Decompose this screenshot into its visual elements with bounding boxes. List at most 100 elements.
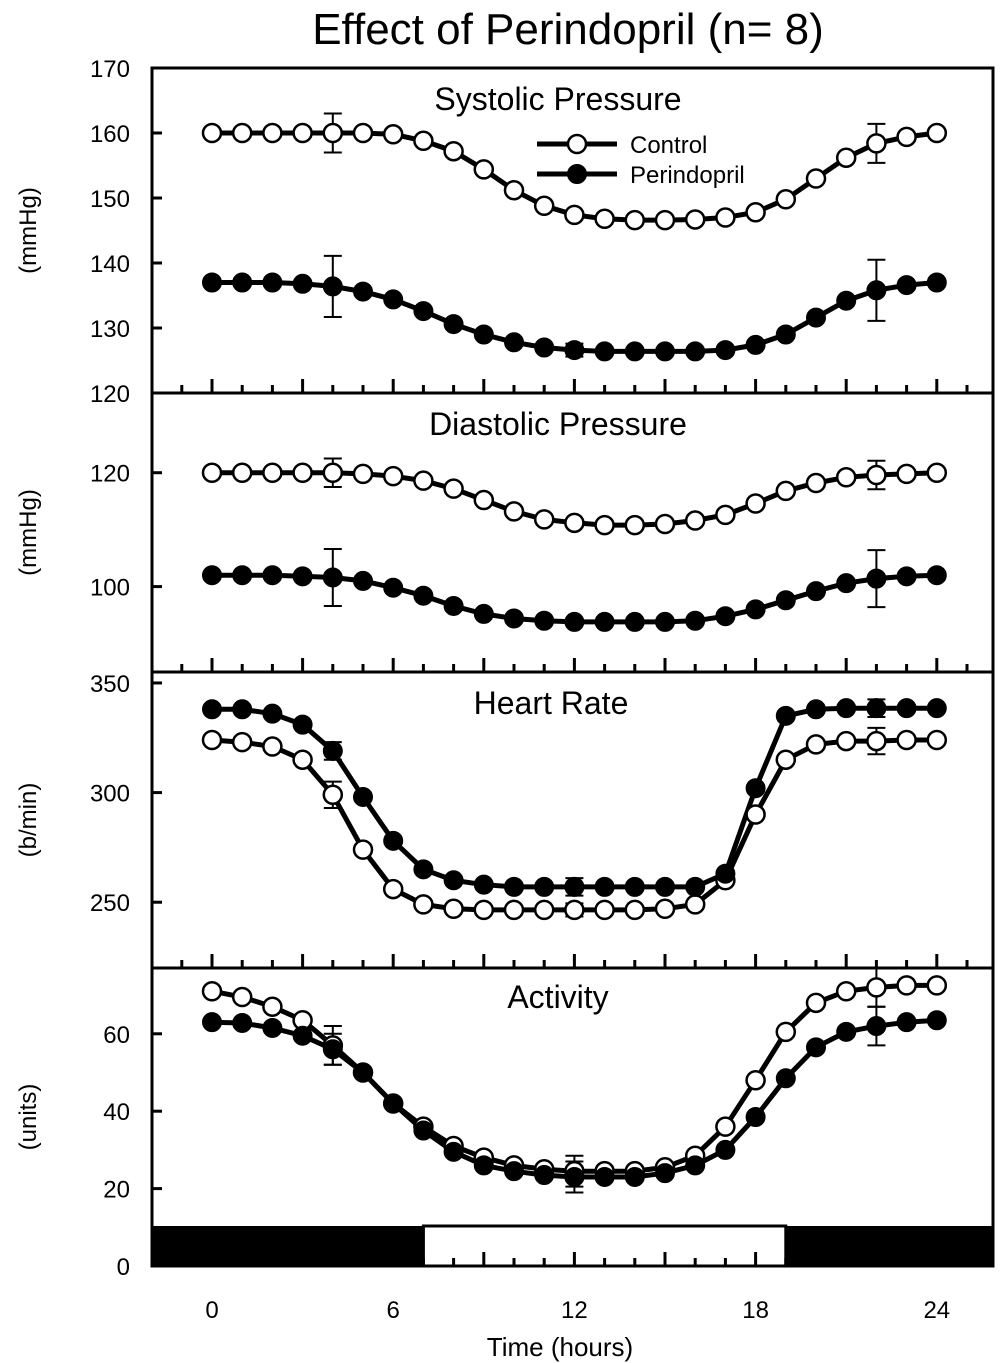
data-point-control bbox=[775, 189, 797, 210]
panel-title: Diastolic Pressure bbox=[429, 406, 687, 442]
data-point-control bbox=[413, 894, 434, 915]
data-point-perindopril bbox=[624, 876, 645, 897]
data-point-perindopril bbox=[715, 340, 736, 361]
y-tick-label: 250 bbox=[90, 890, 130, 917]
data-point-control bbox=[382, 465, 404, 487]
data-point-perindopril bbox=[292, 273, 313, 294]
data-point-control bbox=[533, 899, 555, 921]
data-point-control bbox=[201, 122, 223, 144]
panel-4: Activity (units) 0 20 40 60 bbox=[15, 966, 995, 1281]
data-point-control bbox=[231, 731, 253, 753]
data-point-perindopril bbox=[202, 565, 222, 586]
data-point-control bbox=[866, 133, 887, 154]
data-point-perindopril bbox=[322, 1039, 343, 1060]
data-point-control bbox=[715, 207, 736, 228]
data-point-perindopril bbox=[353, 786, 373, 807]
data-point-control bbox=[624, 514, 646, 536]
x-axis: 0 6 12 18 24 bbox=[205, 1297, 950, 1324]
data-point-control bbox=[262, 462, 283, 483]
data-point-control bbox=[745, 1069, 766, 1091]
y-axis-label: (mmHg) bbox=[15, 489, 42, 576]
data-point-perindopril bbox=[745, 1107, 766, 1127]
dark-period-bar bbox=[152, 1226, 424, 1266]
data-point-control bbox=[805, 168, 827, 189]
data-point-perindopril bbox=[775, 705, 796, 726]
x-tick-label: 12 bbox=[561, 1297, 588, 1324]
x-axis-label: Time (hours) bbox=[487, 1332, 633, 1362]
panel-1: Systolic Pressure (mmHg) 120 130 140 150 160 17… bbox=[15, 56, 995, 408]
data-point-perindopril bbox=[473, 324, 494, 345]
data-point-perindopril bbox=[262, 272, 283, 293]
data-point-perindopril bbox=[413, 859, 434, 880]
data-point-perindopril bbox=[534, 610, 555, 631]
data-point-control bbox=[594, 899, 615, 921]
data-point-control bbox=[352, 122, 374, 144]
data-point-control bbox=[201, 980, 223, 1002]
data-point-control bbox=[352, 463, 374, 485]
data-point-perindopril bbox=[232, 565, 253, 586]
legend-perindopril-marker bbox=[567, 164, 587, 184]
data-point-control bbox=[262, 122, 283, 144]
data-point-perindopril bbox=[594, 341, 615, 362]
data-point-control bbox=[835, 730, 857, 752]
data-point-perindopril bbox=[836, 290, 857, 311]
data-point-control bbox=[624, 899, 646, 921]
data-point-perindopril bbox=[202, 699, 222, 720]
data-point-control bbox=[231, 462, 253, 483]
data-point-perindopril bbox=[292, 1025, 313, 1046]
data-point-control bbox=[775, 1021, 797, 1043]
data-point-control bbox=[866, 730, 887, 752]
x-tick-label: 24 bbox=[923, 1297, 950, 1324]
data-point-perindopril bbox=[715, 606, 736, 627]
y-axis-label: (units) bbox=[15, 1084, 42, 1151]
data-point-perindopril bbox=[655, 1163, 675, 1184]
data-point-perindopril bbox=[292, 566, 313, 587]
y-tick-label: 140 bbox=[90, 251, 130, 278]
data-point-perindopril bbox=[473, 603, 494, 624]
data-point-perindopril bbox=[353, 281, 373, 302]
data-point-perindopril bbox=[745, 778, 766, 799]
data-point-perindopril bbox=[413, 585, 434, 606]
data-point-perindopril bbox=[715, 1139, 736, 1160]
x-tick-label: 18 bbox=[742, 1297, 769, 1324]
data-point-perindopril bbox=[443, 1141, 464, 1162]
data-point-perindopril bbox=[564, 1166, 585, 1187]
y-tick-label: 350 bbox=[90, 671, 130, 698]
data-point-control bbox=[896, 463, 917, 485]
data-point-control bbox=[292, 462, 313, 483]
data-point-control bbox=[443, 898, 464, 920]
data-point-control bbox=[926, 975, 948, 996]
data-point-control bbox=[503, 179, 525, 201]
data-point-control bbox=[745, 493, 766, 514]
data-point-perindopril bbox=[715, 863, 736, 884]
panel-3: Heart Rate (b/min) 250 300 350 bbox=[15, 670, 995, 970]
y-tick-label: 150 bbox=[90, 186, 130, 213]
data-point-perindopril bbox=[836, 573, 857, 594]
legend-perindopril-label: Perindopril bbox=[630, 162, 745, 189]
data-point-perindopril bbox=[926, 698, 947, 719]
data-point-perindopril bbox=[353, 570, 373, 591]
data-point-perindopril bbox=[413, 1120, 434, 1141]
data-point-control bbox=[382, 124, 404, 145]
data-point-control bbox=[835, 147, 857, 168]
data-point-control bbox=[262, 996, 283, 1017]
data-point-perindopril bbox=[624, 341, 645, 362]
data-point-perindopril bbox=[866, 280, 887, 301]
data-point-perindopril bbox=[534, 1165, 555, 1186]
series-line-perindopril bbox=[211, 1017, 937, 1180]
data-point-perindopril bbox=[504, 608, 524, 629]
data-point-perindopril bbox=[504, 332, 524, 353]
data-point-control bbox=[745, 202, 766, 223]
data-point-control bbox=[775, 749, 797, 770]
data-point-perindopril bbox=[262, 703, 283, 724]
data-point-control bbox=[413, 130, 434, 152]
data-point-control bbox=[292, 749, 313, 770]
data-point-perindopril bbox=[202, 272, 222, 293]
data-point-control bbox=[926, 122, 948, 144]
data-point-perindopril bbox=[534, 337, 555, 358]
data-point-control bbox=[473, 489, 495, 511]
data-point-control bbox=[896, 126, 917, 148]
data-point-control bbox=[654, 513, 676, 535]
y-tick-label: 300 bbox=[90, 781, 130, 808]
x-tick-label: 6 bbox=[387, 1297, 400, 1324]
